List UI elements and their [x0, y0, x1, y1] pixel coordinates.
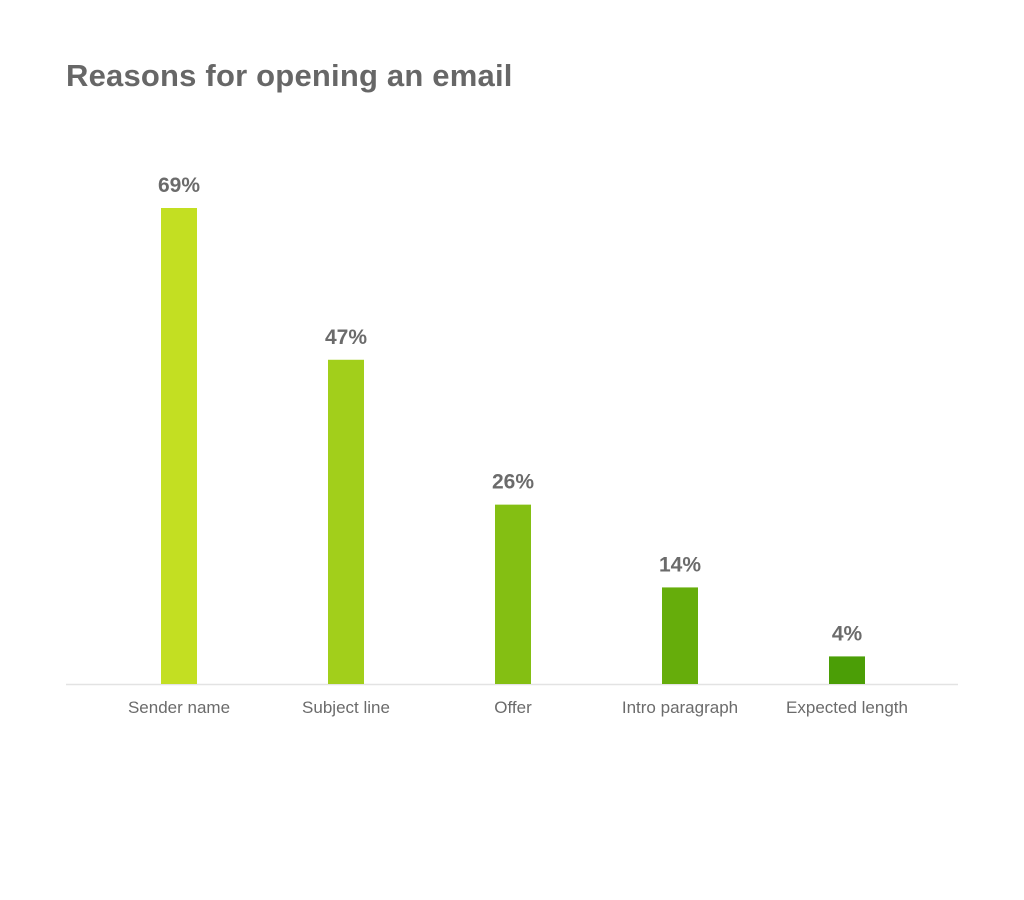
bar-3 [662, 587, 698, 684]
value-label-1: 47% [325, 326, 367, 349]
category-label-1: Subject line [302, 698, 390, 717]
bar-0 [161, 208, 197, 684]
value-label-3: 14% [659, 553, 701, 576]
bars-group [161, 208, 865, 684]
category-label-2: Offer [494, 698, 532, 717]
category-labels-group: Sender name Subject line Offer Intro paragr… [128, 698, 908, 717]
category-label-4: Expected length [786, 698, 908, 717]
chart-title: Reasons for opening an email [66, 58, 513, 93]
value-label-4: 4% [832, 622, 863, 645]
category-label-0: Sender name [128, 698, 230, 717]
value-label-0: 69% [158, 174, 200, 197]
category-label-3: Intro paragraph [622, 698, 738, 717]
bar-1 [328, 359, 364, 684]
bar-2 [495, 504, 531, 684]
value-labels-group: 69% 47% 26% 14% 4% [158, 174, 863, 645]
value-label-2: 26% [492, 471, 534, 494]
bar-4 [829, 656, 865, 684]
